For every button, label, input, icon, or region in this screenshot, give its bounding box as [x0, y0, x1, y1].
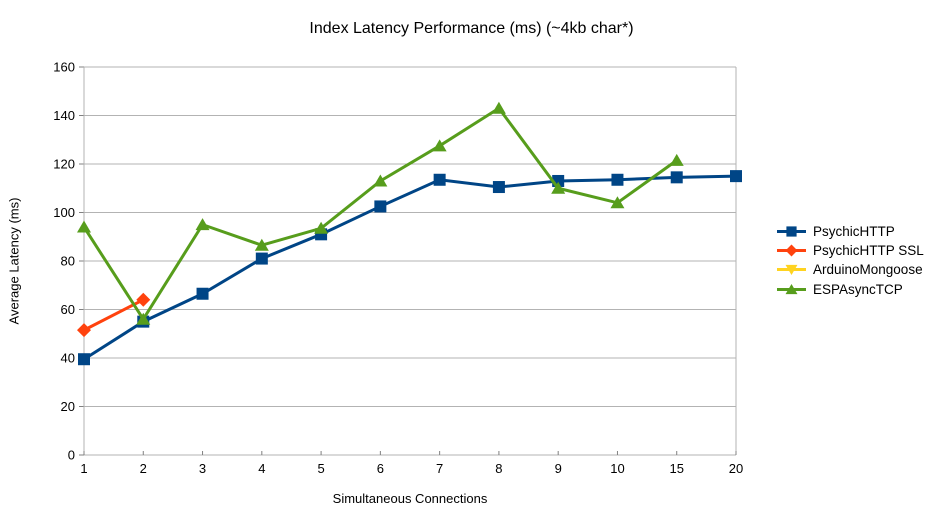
y-tick-label: 100 — [53, 205, 75, 220]
legend-item-psychichttp-ssl: PsychicHTTP SSL — [777, 241, 924, 260]
marker-triangle-up — [254, 238, 269, 251]
legend-label: ArduinoMongoose — [813, 262, 923, 278]
marker-triangle-up — [785, 283, 798, 294]
marker-square — [611, 173, 624, 186]
legend-swatch-triangle-up-icon — [777, 283, 806, 294]
marker-triangle-up — [195, 218, 210, 231]
y-tick-label: 40 — [61, 351, 75, 366]
marker-diamond — [77, 323, 91, 338]
legend-label: PsychicHTTP — [813, 224, 895, 240]
series-line-espasynctcp — [82, 106, 678, 322]
legend-swatch-triangle-down-icon — [777, 265, 806, 276]
x-tick-label-10: 10 — [610, 461, 624, 476]
marker-triangle-up — [610, 196, 625, 209]
y-tick-label: 80 — [61, 254, 75, 269]
marker-triangle-up — [136, 312, 151, 325]
marker-square — [374, 200, 387, 213]
y-tick-label: 20 — [61, 399, 75, 414]
x-tick-label-9: 9 — [555, 461, 562, 476]
marker-triangle-down — [785, 265, 798, 276]
y-tick-label: 0 — [68, 448, 75, 463]
legend-swatch-diamond-icon — [777, 244, 806, 257]
marker-triangle-up — [551, 181, 566, 194]
y-axis-title: Average Latency (ms) — [6, 197, 22, 325]
marker-square — [492, 181, 505, 194]
y-tick-label: 120 — [53, 157, 75, 172]
marker-square — [196, 287, 209, 300]
marker-triangle-up — [77, 220, 91, 233]
x-tick-label-1: 1 — [80, 461, 87, 476]
x-tick-label-4: 4 — [258, 461, 265, 476]
x-tick-label-8: 8 — [495, 461, 502, 476]
series-line-psychichttp — [83, 174, 737, 361]
marker-triangle-up — [314, 221, 329, 234]
marker-triangle-up — [491, 101, 506, 114]
marker-triangle-up — [373, 174, 388, 187]
marker-square — [670, 171, 683, 184]
marker-square — [78, 353, 90, 366]
x-tick-label-6: 6 — [377, 461, 384, 476]
marker-square — [433, 173, 446, 186]
legend-label: PsychicHTTP SSL — [813, 243, 924, 259]
x-tick-label-5: 5 — [317, 461, 324, 476]
legend-item-arduinomongoose: ArduinoMongoose — [777, 260, 924, 279]
marker-square — [255, 252, 268, 265]
x-tick-label-2: 2 — [140, 461, 147, 476]
marker-diamond — [785, 244, 798, 257]
marker-square — [730, 170, 742, 183]
marker-triangle-up — [432, 139, 447, 152]
legend-label: ESPAsyncTCP — [813, 281, 903, 297]
x-axis-title: Simultaneous Connections — [332, 491, 488, 506]
marker-square — [786, 226, 797, 237]
marker-triangle-up — [669, 153, 684, 166]
x-tick-label-3: 3 — [199, 461, 206, 476]
x-tick-label-7: 7 — [436, 461, 443, 476]
x-tick-label-20: 20 — [729, 461, 743, 476]
marker-diamond — [136, 292, 151, 307]
legend-swatch-square-icon — [777, 226, 806, 237]
y-tick-label: 60 — [61, 302, 75, 317]
legend-item-psychichttp: PsychicHTTP — [777, 222, 924, 241]
x-tick-label-15: 15 — [669, 461, 683, 476]
chart-title: Index Latency Performance (ms) (~4kb cha… — [309, 20, 634, 37]
legend: PsychicHTTP PsychicHTTP SSL ArduinoMongoos… — [777, 222, 924, 299]
legend-item-espasynctcp: ESPAsyncTCP — [777, 280, 924, 299]
y-tick-label: 140 — [53, 108, 75, 123]
y-tick-label: 160 — [53, 60, 75, 75]
